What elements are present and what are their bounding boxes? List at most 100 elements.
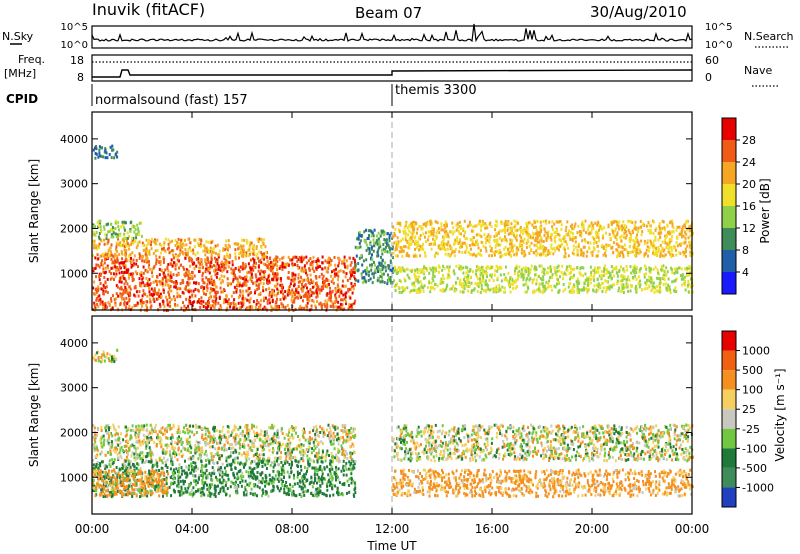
- power-cell: [386, 250, 389, 254]
- power-cell: [136, 301, 139, 305]
- power-cell: [207, 279, 210, 283]
- power-cell: [174, 267, 177, 271]
- power-cell: [509, 290, 512, 294]
- power-cell: [499, 251, 502, 255]
- power-cell: [384, 265, 387, 269]
- velocity-cell: [304, 451, 306, 455]
- power-cell: [567, 246, 569, 250]
- power-cell: [202, 305, 205, 308]
- power-cell: [463, 287, 466, 290]
- power-cell: [213, 269, 216, 273]
- power-cell: [620, 226, 622, 230]
- power-cell: [553, 238, 556, 242]
- velocity-cell: [128, 445, 131, 449]
- power-cell: [482, 274, 484, 278]
- power-cell: [162, 288, 165, 292]
- power-cell: [670, 266, 673, 270]
- power-cell: [597, 236, 600, 240]
- power-cell: [207, 304, 209, 308]
- power-colorbar-tick-label: 12: [742, 222, 756, 235]
- power-cell: [337, 264, 340, 268]
- power-cell: [602, 234, 605, 238]
- power-cell: [100, 261, 103, 265]
- power-cell: [213, 280, 216, 284]
- power-cell: [654, 235, 657, 239]
- power-cell: [309, 288, 312, 292]
- power-cell: [446, 224, 448, 228]
- power-cell: [224, 248, 227, 252]
- power-cell: [587, 278, 590, 282]
- power-cell: [422, 248, 425, 252]
- power-cell: [191, 274, 193, 278]
- power-cell: [408, 243, 411, 247]
- power-cell: [611, 246, 614, 250]
- power-cell: [629, 283, 632, 287]
- power-cell: [540, 246, 543, 250]
- power-cell: [210, 275, 213, 279]
- power-cell: [381, 264, 384, 268]
- power-cell: [266, 299, 269, 303]
- noise-right-label: N.Search: [744, 30, 794, 43]
- power-cell: [195, 257, 198, 261]
- velocity-cell: [107, 438, 110, 442]
- power-cell: [144, 252, 147, 256]
- power-cell: [259, 272, 262, 276]
- power-cell: [344, 299, 347, 303]
- power-cell: [105, 223, 108, 227]
- power-cell: [186, 289, 189, 293]
- power-cell: [142, 243, 145, 247]
- power-cell: [621, 250, 624, 254]
- power-cell: [476, 275, 478, 279]
- power-cell: [205, 263, 208, 267]
- power-cell: [306, 305, 309, 309]
- power-cell: [347, 289, 350, 293]
- power-cell: [559, 245, 562, 249]
- power-cell: [687, 236, 690, 240]
- power-cell: [114, 221, 117, 225]
- power-cell: [327, 278, 330, 282]
- power-cell: [650, 276, 652, 280]
- power-cell: [499, 273, 502, 277]
- power-cell: [112, 235, 115, 239]
- power-cell: [442, 242, 445, 246]
- power-cell: [150, 247, 153, 251]
- power-cell: [590, 277, 592, 281]
- power-cell: [112, 231, 115, 235]
- power-cell: [110, 266, 113, 270]
- power-cell: [299, 259, 302, 263]
- power-cell: [184, 274, 187, 278]
- power-cell: [564, 229, 567, 233]
- power-cell: [379, 234, 382, 238]
- power-cell: [558, 269, 561, 273]
- noise-left-tick-top: 10^5: [61, 22, 88, 33]
- power-cell: [131, 276, 134, 280]
- power-cell: [327, 258, 330, 262]
- power-cell: [422, 286, 425, 290]
- power-cell: [419, 247, 422, 251]
- power-cell: [124, 268, 127, 272]
- power-cell: [123, 228, 126, 232]
- power-cell: [155, 254, 158, 258]
- velocity-cell: [295, 431, 297, 435]
- power-cell: [174, 264, 177, 267]
- power-cell: [130, 272, 133, 276]
- power-cell: [494, 224, 497, 227]
- power-cell: [101, 263, 104, 267]
- power-cell: [622, 253, 625, 257]
- velocity-cell: [273, 439, 276, 442]
- power-cell: [104, 301, 107, 305]
- power-cell: [676, 225, 679, 229]
- power-cell: [563, 235, 566, 239]
- velocity-cell: [309, 435, 311, 439]
- power-cell: [506, 228, 509, 232]
- power-cell: [193, 274, 196, 278]
- power-cell: [371, 231, 374, 235]
- power-cell: [579, 267, 582, 271]
- power-cell: [558, 220, 560, 224]
- power-cell: [536, 219, 539, 223]
- velocity-cell: [164, 432, 166, 436]
- velocity-cell: [236, 456, 239, 460]
- velocity-cell: [190, 451, 192, 454]
- power-cell: [504, 276, 507, 280]
- power-cell: [560, 239, 563, 243]
